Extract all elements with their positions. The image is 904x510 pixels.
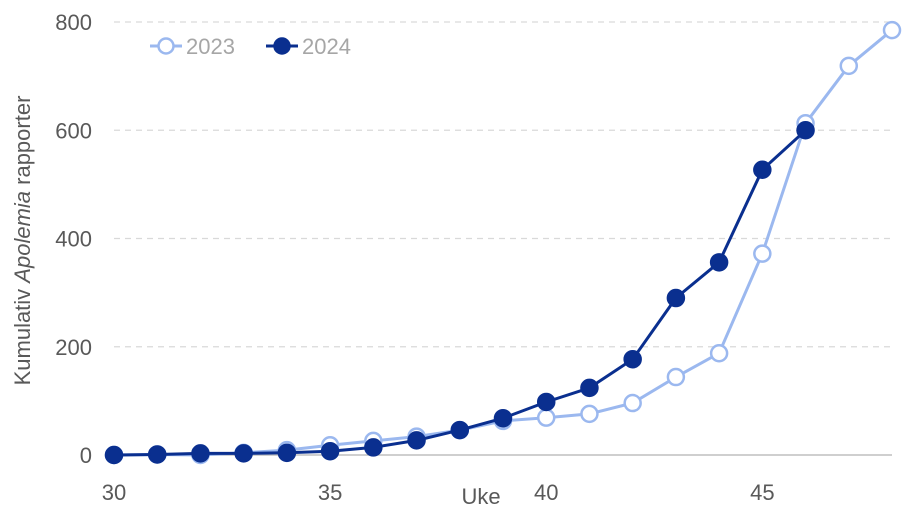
x-tick-label: 30 [102,480,126,505]
data-point [580,378,599,398]
y-tick-label: 800 [55,10,92,35]
x-tick-label: 40 [534,480,558,505]
data-point [623,393,642,413]
gridlines [114,21,892,348]
x-tick-label: 45 [750,480,774,505]
series-line [113,28,893,457]
y-axis-ticks: 0 200 400 600 800 [55,10,92,468]
data-point [277,443,297,463]
legend-item-2024: 2024 [266,34,351,59]
y-tick-label: 600 [55,118,92,143]
data-point [709,343,729,363]
data-point [580,404,599,424]
y-tick-label: 400 [55,227,92,252]
data-point [882,20,902,40]
data-point [839,56,859,76]
y-tick-label: 200 [55,335,92,360]
data-point [666,288,686,308]
series-layer [104,20,902,465]
data-point [234,444,253,463]
data-point [450,420,470,440]
y-tick-label: 0 [80,443,92,468]
y-axis-title: Kumulativ Apolemia rapporter [10,96,35,386]
legend: 2023 2024 [150,34,351,59]
legend-marker [273,37,291,55]
data-point [191,444,210,463]
series-line [113,129,807,457]
y-axis-title-prefix: Kumulativ [10,283,35,386]
data-point [104,445,124,465]
data-point [753,160,772,180]
y-axis-title-italic: Apolemia [10,191,35,285]
data-point [796,121,815,140]
x-axis-title: Uke [461,484,500,509]
data-point [407,431,426,450]
data-point [536,392,556,412]
legend-label: 2024 [302,34,351,59]
data-point [666,367,686,387]
data-point [753,244,772,263]
x-tick-label: 35 [318,480,342,505]
data-point [147,445,167,464]
legend-label: 2023 [186,34,235,59]
data-point [493,408,513,428]
y-axis-title-suffix: rapporter [10,96,35,191]
legend-marker [157,37,175,55]
series-2024 [104,121,815,465]
data-point [364,438,383,457]
data-point [709,253,729,272]
series-2023 [104,20,902,465]
x-axis-ticks: 30 35 40 45 [102,480,775,505]
data-point [623,349,642,369]
data-point [536,408,556,427]
legend-item-2023: 2023 [150,34,235,59]
data-point [320,441,340,461]
